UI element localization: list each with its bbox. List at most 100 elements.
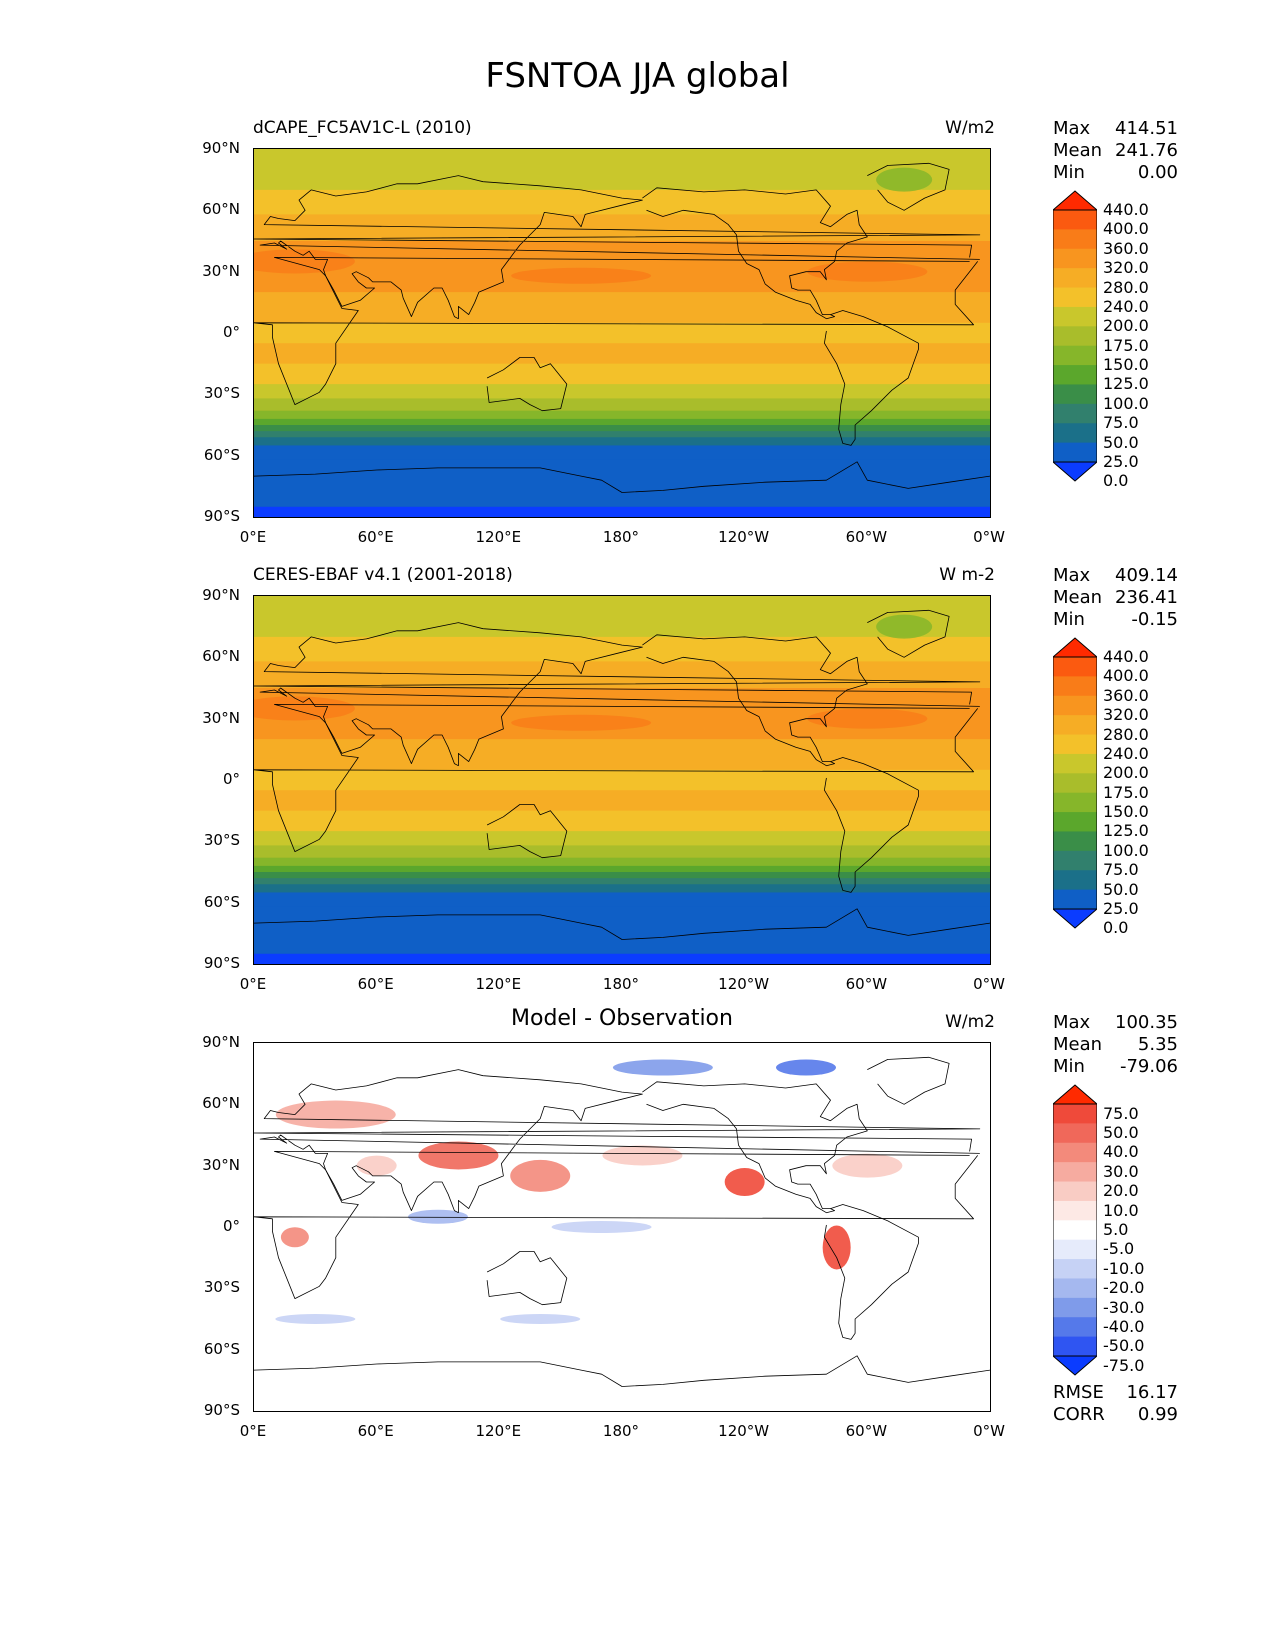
lon-tick-label: 180°	[602, 528, 640, 546]
score-label: CORR	[1053, 1404, 1105, 1425]
stat-row: Max 100.35	[1053, 1012, 1178, 1034]
lon-tick-label: 180°	[602, 975, 640, 993]
field-band	[254, 398, 990, 412]
score-row: RMSE 16.17	[1053, 1382, 1178, 1404]
lon-tick-label: 60°W	[845, 1422, 888, 1440]
coastline	[824, 1204, 919, 1340]
colorbar-tick-label: 0.0	[1103, 471, 1129, 491]
difference-blob	[724, 1168, 765, 1197]
colorbar-tick-label: -5.0	[1103, 1239, 1135, 1259]
colorbar-segment	[1053, 734, 1097, 755]
field-band	[254, 857, 990, 867]
map-frame	[253, 148, 991, 518]
colorbar-tick-label: 50.0	[1103, 879, 1139, 899]
stat-value: -0.15	[1131, 609, 1178, 630]
colorbar-tick-label: 320.0	[1103, 258, 1149, 278]
colorbar-segment	[1053, 773, 1097, 794]
skill-scores: RMSE 16.17 CORR 0.99	[1053, 1382, 1178, 1426]
stat-row: Max 414.51	[1053, 118, 1178, 140]
coastline	[867, 1056, 950, 1105]
colorbar-tick-label: 280.0	[1103, 277, 1149, 297]
colorbar-segment	[1053, 850, 1097, 871]
field-band	[254, 810, 990, 832]
units-label: W/m2	[945, 118, 995, 138]
field-band	[254, 214, 990, 242]
field-greenland	[876, 614, 933, 639]
lon-tick-label: 60°E	[357, 975, 394, 993]
colorbar-segment	[1053, 695, 1097, 716]
colorbar-tick-label: -50.0	[1103, 1336, 1145, 1356]
coastline	[486, 357, 568, 412]
colorbar-tick-label: 175.0	[1103, 335, 1149, 355]
lon-tick-label: 60°W	[845, 528, 888, 546]
stat-row: Min -79.06	[1053, 1056, 1178, 1078]
colorbar-segment	[1053, 1239, 1097, 1260]
colorbar-tick-label: 125.0	[1103, 374, 1149, 394]
lon-tick-label: 120°W	[718, 528, 770, 546]
difference-blob	[418, 1141, 499, 1170]
lon-tick-label: 0°W	[973, 1422, 1005, 1440]
stat-row: Mean 236.41	[1053, 587, 1178, 609]
difference-blob	[510, 1159, 571, 1192]
coastline	[824, 310, 919, 446]
field-band	[254, 596, 990, 617]
lat-tick-label: 60°S	[203, 892, 240, 911]
lon-tick-label: 0°E	[239, 528, 267, 546]
field-maximum	[254, 249, 355, 274]
colorbar-tick-label: 30.0	[1103, 1161, 1139, 1181]
colorbar-tick-label: 200.0	[1103, 763, 1149, 783]
lat-tick-label: 0°	[222, 1217, 240, 1235]
stat-row: Mean 5.35	[1053, 1034, 1178, 1056]
stat-row: Min -0.15	[1053, 609, 1178, 631]
colorbar-extend-top	[1051, 637, 1099, 658]
lat-tick-label: 0°	[222, 323, 240, 341]
difference-blob	[551, 1221, 652, 1233]
coastline	[254, 704, 979, 852]
colorbar-tick-label: 400.0	[1103, 666, 1149, 686]
field-band	[254, 425, 990, 432]
figure-title: FSNTOA JJA global	[485, 56, 790, 96]
colorbar	[1051, 637, 1099, 929]
colorbar-segment	[1053, 715, 1097, 735]
lat-tick-label: 90°N	[202, 586, 240, 604]
colorbar-tick-label: 240.0	[1103, 296, 1149, 316]
map-canvas	[254, 149, 990, 517]
field-band	[254, 872, 990, 879]
panel-title: CERES-EBAF v4.1 (2001-2018)	[253, 565, 513, 585]
stat-value: 241.76	[1115, 140, 1178, 161]
field-band	[254, 661, 990, 689]
colorbar-extend-bottom	[1051, 461, 1099, 482]
coastline	[824, 757, 919, 893]
colorbar-segment	[1053, 870, 1097, 891]
lat-tick-label: 60°N	[202, 200, 240, 219]
panel-model: dCAPE_FC5AV1C-L (2010) W/m2 90°N 60°N 30°N 0°…	[0, 118, 1275, 558]
coastline	[486, 1251, 568, 1306]
score-label: RMSE	[1053, 1382, 1104, 1403]
lon-tick-label: 180°	[602, 1422, 640, 1440]
colorbar-segment	[1053, 1336, 1097, 1357]
lon-tick-label: 120°E	[475, 528, 522, 546]
colorbar-tick-label: 320.0	[1103, 705, 1149, 725]
field-band	[254, 790, 990, 812]
colorbar-segment	[1053, 1104, 1097, 1124]
lat-tick-label: 90°S	[203, 507, 240, 525]
colorbar-tick-label: 440.0	[1103, 200, 1149, 219]
stat-label: Max	[1053, 118, 1091, 139]
field-band	[254, 189, 990, 215]
colorbar-tick-label: 75.0	[1103, 860, 1139, 880]
colorbar-segment	[1053, 287, 1097, 308]
stat-row: Max 409.14	[1053, 565, 1178, 587]
colorbar-tick-label: 50.0	[1103, 1123, 1139, 1143]
colorbar-tick-label: 360.0	[1103, 238, 1149, 258]
map-canvas	[254, 1043, 990, 1411]
lon-tick-label: 120°W	[718, 1422, 770, 1440]
field-band	[254, 445, 990, 461]
colorbar-segment	[1053, 423, 1097, 444]
colorbar-segment	[1053, 1259, 1097, 1279]
stat-label: Mean	[1053, 587, 1103, 608]
lat-tick-label: 90°N	[202, 1033, 240, 1051]
stat-label: Min	[1053, 162, 1085, 183]
lat-tick-label: 90°S	[203, 954, 240, 972]
score-row: CORR 0.99	[1053, 1404, 1178, 1426]
colorbar-segment	[1053, 1220, 1097, 1241]
